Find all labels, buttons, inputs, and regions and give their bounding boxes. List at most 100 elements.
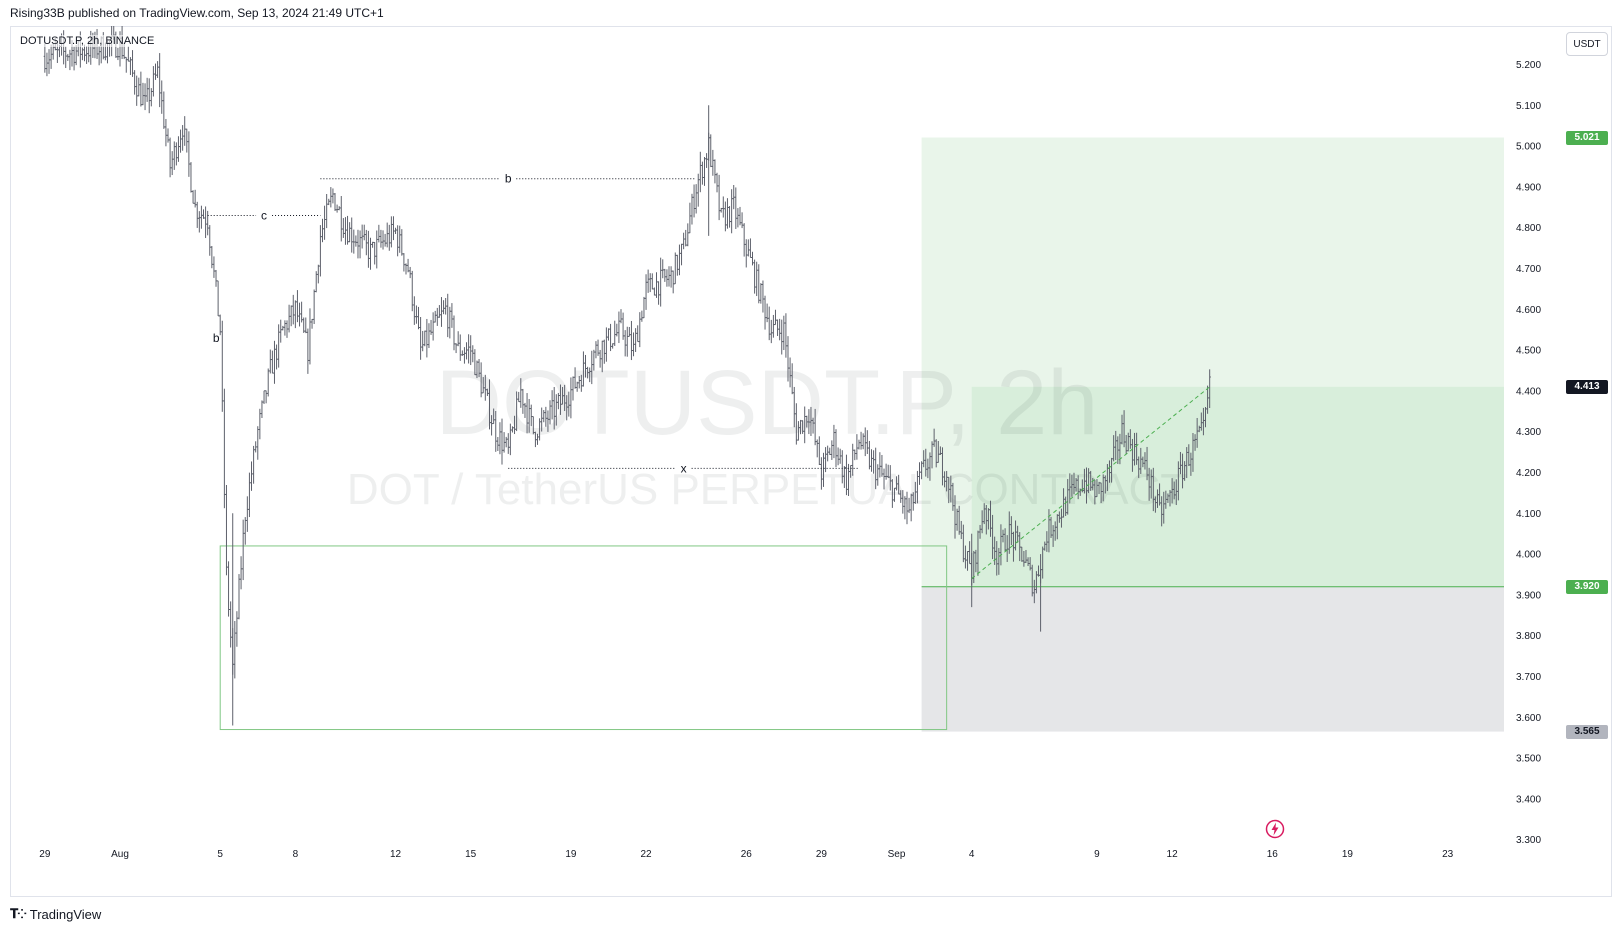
candle	[229, 601, 232, 648]
footer-brand[interactable]: 𝐓⁘ TradingView	[10, 904, 101, 924]
y-axis-tick-label: 3.600	[1516, 713, 1541, 724]
x-axis-tick-label: 16	[1267, 849, 1279, 860]
candle	[755, 261, 758, 297]
symbol-label[interactable]: DOTUSDT.P, 2h, BINANCE	[18, 35, 157, 47]
candle	[352, 229, 355, 254]
candlestick-chart[interactable]: DOTUSDT.P, 2h DOT / TetherUS PERPETUAL CO…	[10, 26, 1612, 897]
candle	[659, 257, 662, 307]
candle	[239, 556, 243, 590]
candle	[617, 311, 621, 344]
candle	[701, 161, 704, 185]
candle	[256, 426, 259, 460]
candle	[363, 224, 366, 241]
candle	[778, 318, 781, 341]
currency-button[interactable]: USDT	[1566, 32, 1608, 56]
candle	[734, 187, 738, 229]
candle	[678, 244, 681, 276]
candle	[434, 310, 437, 323]
candle	[644, 274, 648, 310]
candle	[145, 77, 149, 102]
candle	[350, 217, 353, 253]
candle	[200, 205, 203, 229]
candle	[621, 312, 625, 340]
candle	[651, 273, 654, 290]
candle	[638, 312, 641, 348]
candle	[765, 303, 769, 323]
y-axis-tick-label: 4.000	[1516, 550, 1541, 561]
candle	[233, 621, 237, 679]
candle	[125, 56, 128, 73]
candle	[72, 46, 76, 71]
x-axis-tick-label: 12	[1167, 849, 1179, 860]
candle	[329, 187, 333, 208]
candle	[360, 224, 364, 249]
axes: 5.200 5.100 5.000 4.900 4.800 4.700 4.600 4.500…	[39, 60, 1541, 860]
candle	[411, 270, 414, 312]
candle	[49, 44, 53, 69]
candle	[736, 208, 740, 228]
candle	[216, 280, 220, 317]
candle	[150, 88, 153, 107]
candle	[429, 319, 433, 335]
candle	[373, 241, 376, 265]
candle	[179, 129, 182, 153]
candle	[383, 233, 387, 247]
candle	[690, 193, 694, 225]
chart-frame	[10, 26, 1612, 897]
candle	[674, 252, 677, 285]
y-axis-tick-label: 4.400	[1516, 386, 1541, 397]
lightning-alert-icon[interactable]	[1265, 819, 1285, 839]
candle	[757, 264, 760, 304]
candle	[214, 269, 218, 287]
candle	[312, 289, 316, 325]
current-price-tag: 4.413	[1566, 379, 1608, 394]
x-axis-tick-label: 8	[293, 849, 299, 860]
candle	[684, 229, 687, 247]
candle	[258, 408, 262, 440]
candle	[740, 212, 744, 229]
y-axis-tick-label: 4.800	[1516, 223, 1541, 234]
candle	[269, 349, 272, 374]
candle	[302, 317, 305, 333]
candle	[724, 201, 727, 232]
y-axis-tick-label: 3.700	[1516, 672, 1541, 683]
candle	[613, 320, 616, 346]
x-axis-tick-label: 15	[465, 849, 477, 860]
candle	[152, 66, 155, 97]
candle	[160, 80, 163, 114]
candle	[310, 318, 314, 329]
candle	[711, 149, 715, 176]
candle	[636, 325, 639, 343]
candle	[776, 319, 779, 336]
candle	[377, 224, 381, 243]
candle	[137, 77, 140, 97]
x-axis-tick-label: 9	[1094, 849, 1100, 860]
candle	[223, 388, 226, 509]
candle	[379, 229, 383, 248]
candle	[421, 330, 424, 352]
target-price-tag: 5.021	[1566, 130, 1608, 145]
y-axis-tick-label: 4.200	[1516, 468, 1541, 479]
candle	[45, 52, 49, 77]
candle	[665, 269, 669, 287]
candle	[413, 296, 416, 325]
candle	[300, 301, 303, 323]
candle	[682, 232, 685, 250]
candle	[427, 323, 431, 349]
publish-header: Rising33B published on TradingView.com, …	[10, 6, 384, 20]
candle	[335, 204, 339, 213]
y-axis-tick-label: 3.300	[1516, 835, 1541, 846]
candle	[187, 131, 191, 177]
candle	[715, 172, 719, 193]
tradingview-logo-icon: 𝐓⁘	[10, 906, 27, 921]
candle	[436, 307, 439, 326]
candle	[649, 273, 652, 293]
pattern-point-label: b	[505, 172, 512, 186]
candle	[688, 202, 692, 234]
candle	[331, 188, 335, 204]
candle	[671, 270, 675, 294]
candle	[655, 272, 658, 298]
candle	[749, 238, 752, 259]
candle	[371, 241, 374, 248]
candle	[358, 230, 362, 259]
